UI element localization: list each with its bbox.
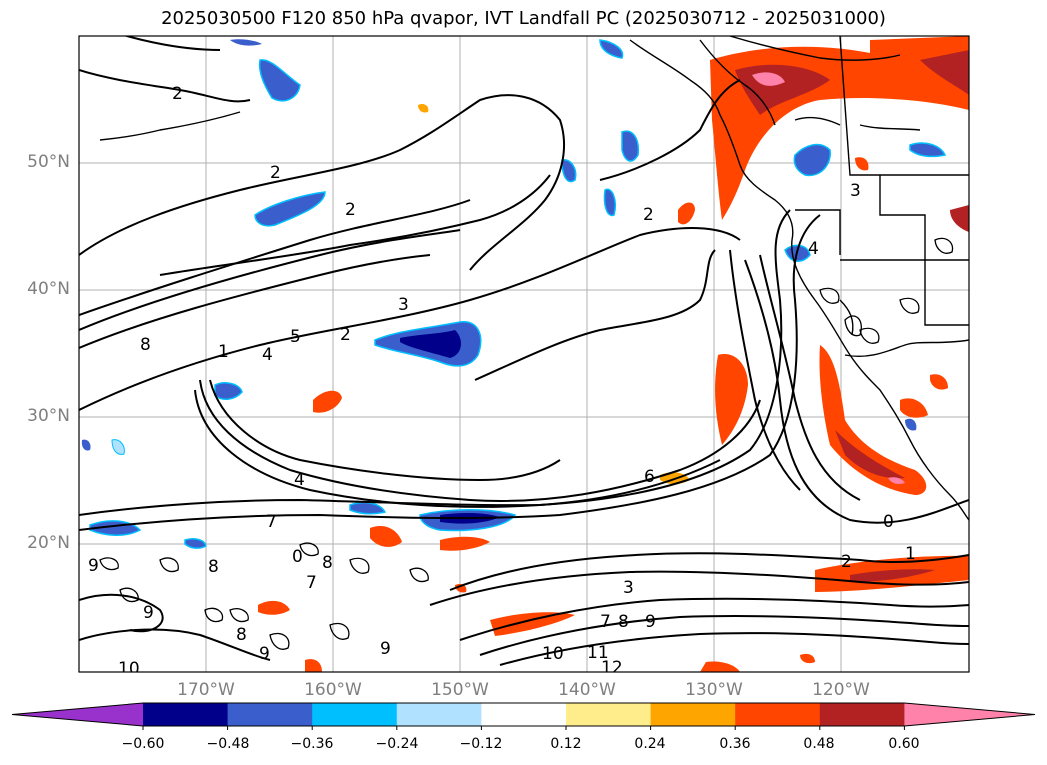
contour-label: 0 [883, 512, 894, 532]
colorbar [11, 702, 1036, 730]
contour-label: 2 [345, 200, 356, 220]
colorbar-tick-label: −0.24 [375, 736, 419, 752]
contour-label: 7 [600, 612, 611, 632]
contour-label: 9 [259, 644, 270, 664]
colorbar-tick-label: −0.48 [206, 736, 250, 752]
lat-label: 20°N [27, 533, 70, 553]
coastline [99, 36, 969, 521]
contour-label: 9 [143, 603, 154, 623]
colorbar-tick-label: 0.48 [803, 736, 835, 752]
contour-label: 10 [542, 644, 564, 664]
contour-label: 8 [322, 553, 333, 573]
colorbar-segment [481, 703, 567, 726]
contour-label: 2 [270, 163, 281, 183]
colorbar-tick-label: 0.36 [719, 736, 751, 752]
colorbar-segment [650, 703, 736, 726]
lat-label: 50°N [27, 152, 70, 172]
contour-label: 5 [290, 327, 301, 347]
lat-label: 40°N [27, 279, 70, 299]
contour-labels: 2 2 2 8 1 4 5 2 3 4 2 6 7 0 8 7 9 8 9 8 … [88, 84, 916, 679]
colorbar-segment [735, 703, 821, 726]
contour-label: 9 [645, 612, 656, 632]
contour-label: 2 [841, 552, 852, 572]
negative-anomaly-patches [81, 39, 947, 549]
colorbar-tick-label: −0.36 [290, 736, 334, 752]
lon-label: 130°W [685, 680, 743, 700]
contour-label: 2 [340, 325, 351, 345]
contour-label: 4 [808, 239, 819, 259]
map-title: 2025030500 F120 850 hPa qvapor, IVT Land… [161, 8, 886, 29]
contour-lines [79, 36, 969, 666]
lon-label: 160°W [304, 680, 362, 700]
colorbar-segment [312, 703, 398, 726]
colorbar-extend-high [904, 703, 1035, 726]
contour-label: 8 [618, 612, 629, 632]
contour-label: 12 [601, 658, 623, 678]
contour-label: 6 [644, 467, 655, 487]
plot-frame [78, 35, 970, 673]
contour-label: 2 [172, 84, 183, 104]
contour-label: 1 [905, 544, 916, 564]
lon-label: 120°W [812, 680, 870, 700]
contour-label: 8 [208, 557, 219, 577]
contour-label: 2 [643, 205, 654, 225]
contour-label: 4 [262, 345, 273, 365]
contour-label: 11 [587, 643, 609, 663]
colorbar-extend-low [12, 703, 143, 726]
colorbar-tick-label: 0.12 [550, 736, 582, 752]
colorbar-tick-label: −0.12 [459, 736, 503, 752]
contour-label: 7 [306, 573, 317, 593]
tropical-contour-loops [99, 237, 954, 650]
lon-label: 140°W [558, 680, 616, 700]
colorbar-segment [396, 703, 482, 726]
colorbar-segment [819, 703, 905, 726]
colorbar-segment [227, 703, 313, 726]
contour-label: 3 [623, 578, 634, 598]
contour-label: 9 [380, 639, 391, 659]
contour-label: 4 [294, 470, 305, 490]
colorbar-segment [143, 703, 229, 726]
contour-label: 8 [140, 335, 151, 355]
lon-label: 150°W [431, 680, 489, 700]
colorbar-tick-label: −0.60 [121, 736, 165, 752]
lon-label: 170°W [177, 680, 235, 700]
contour-label: 3 [850, 181, 861, 201]
contour-label: 0 [292, 547, 303, 567]
contour-label: 10 [118, 659, 140, 679]
contour-label: 3 [398, 295, 409, 315]
lat-label: 30°N [27, 406, 70, 426]
contour-label: 7 [266, 512, 277, 532]
colorbar-tick-label: 0.60 [888, 736, 920, 752]
contour-label: 8 [236, 625, 247, 645]
contour-label: 9 [88, 556, 99, 576]
contour-label: 1 [218, 342, 229, 362]
colorbar-tick-label: 0.24 [634, 736, 666, 752]
colorbar-segment [566, 703, 652, 726]
